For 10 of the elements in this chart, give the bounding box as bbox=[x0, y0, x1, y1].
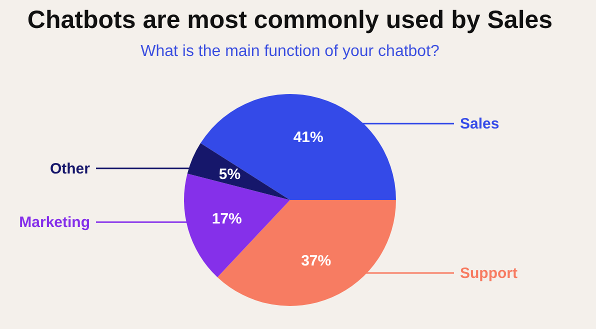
slice-label: Sales bbox=[460, 116, 500, 133]
data-label: 41% bbox=[293, 128, 324, 146]
chart-title: Chatbots are most commonly used by Sales bbox=[27, 6, 553, 34]
slice-label: Other bbox=[50, 160, 90, 178]
chart-subtitle: What is the main function of your chatbot? bbox=[140, 43, 440, 60]
slice-label: Support bbox=[460, 264, 518, 282]
data-label: 5% bbox=[218, 166, 241, 183]
data-label: 17% bbox=[212, 210, 242, 228]
slice-label: Marketing bbox=[19, 214, 90, 232]
data-label: 37% bbox=[301, 252, 332, 270]
